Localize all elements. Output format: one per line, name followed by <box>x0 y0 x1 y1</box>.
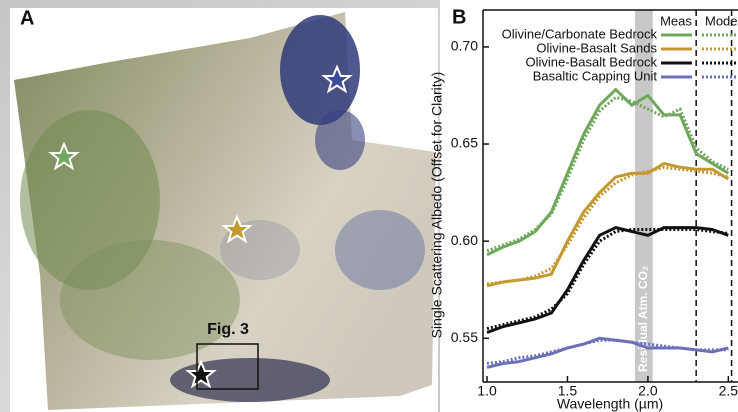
legend-label: Olivine-Basalt Bedrock <box>526 54 658 69</box>
x-tick-label: 1.0 <box>477 383 497 399</box>
legend-label: Basaltic Capping Unit <box>533 68 658 83</box>
box-label: Fig. 3 <box>207 321 249 338</box>
x-axis-label: Wavelength (µm) <box>557 396 663 412</box>
y-tick-label: 0.65 <box>451 135 478 151</box>
annotation: Residual Atm. CO₂ <box>636 266 650 372</box>
legend-header: Meas <box>660 13 692 28</box>
y-axis-label: Single Scattering Albedo (Offset for Cla… <box>429 72 445 339</box>
legend-label: Olivine-Basalt Sands <box>536 40 657 55</box>
y-tick-label: 0.55 <box>451 329 478 345</box>
panel-label: A <box>20 7 34 29</box>
panel-label: B <box>452 6 466 28</box>
y-tick-label: 0.70 <box>451 38 478 54</box>
y-tick-label: 0.60 <box>451 232 478 248</box>
legend-label: Olivine/Carbonate Bedrock <box>502 26 658 41</box>
x-tick-label: 2.5 <box>719 383 738 399</box>
legend-header: Model <box>705 13 738 28</box>
figure: Fig. 3 A B Residual Atm. CO₂ 0.55 0.60 0.65… <box>0 0 738 412</box>
